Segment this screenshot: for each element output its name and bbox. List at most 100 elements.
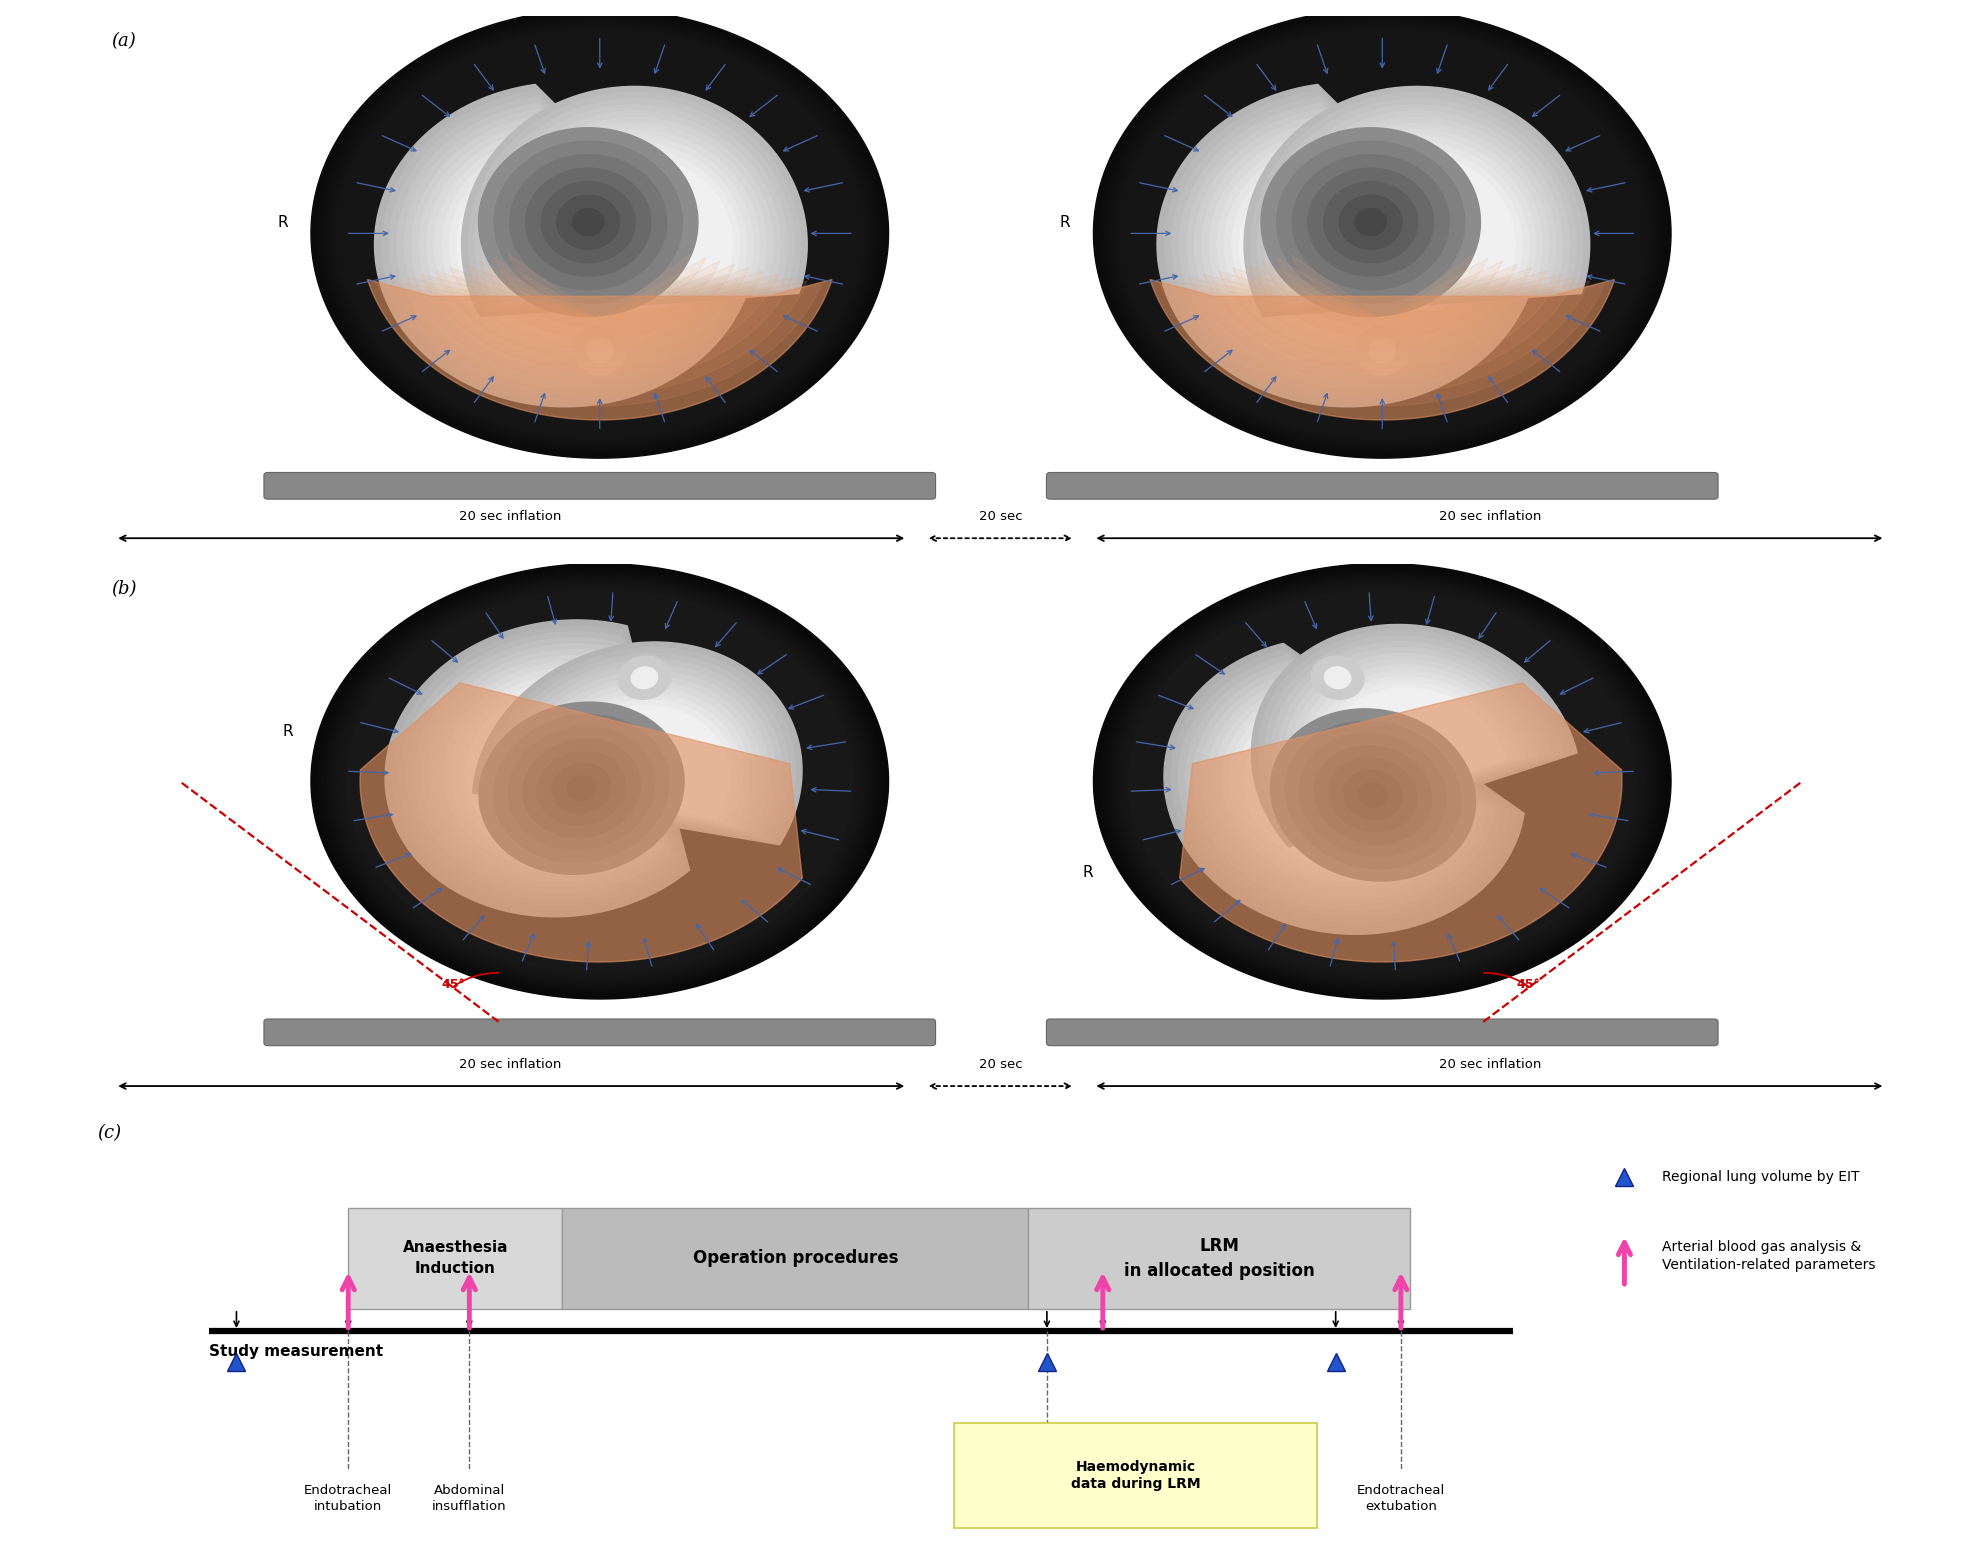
Polygon shape — [1356, 208, 1385, 235]
Polygon shape — [339, 584, 862, 979]
Polygon shape — [505, 670, 769, 833]
Polygon shape — [1324, 687, 1506, 813]
Text: Arterial blood gas analysis &
Ventilation-related parameters: Arterial blood gas analysis & Ventilatio… — [1661, 1240, 1875, 1273]
Polygon shape — [525, 687, 749, 825]
FancyBboxPatch shape — [1046, 473, 1718, 500]
Polygon shape — [1284, 124, 1550, 299]
Polygon shape — [1179, 683, 1621, 962]
Polygon shape — [1179, 655, 1510, 922]
Text: R: R — [277, 215, 287, 230]
Polygon shape — [482, 105, 787, 309]
Polygon shape — [1124, 587, 1641, 976]
Polygon shape — [1245, 86, 1590, 316]
Polygon shape — [499, 666, 775, 835]
Polygon shape — [1251, 625, 1578, 847]
Polygon shape — [1292, 130, 1542, 296]
Text: 20 sec inflation: 20 sec inflation — [460, 1059, 561, 1071]
Polygon shape — [1270, 111, 1562, 305]
FancyBboxPatch shape — [349, 1207, 563, 1309]
Polygon shape — [1259, 630, 1570, 844]
Polygon shape — [1098, 13, 1667, 456]
Polygon shape — [375, 85, 747, 407]
Text: 20 sec: 20 sec — [979, 1059, 1023, 1071]
Text: 20 sec inflation: 20 sec inflation — [1439, 511, 1542, 523]
FancyBboxPatch shape — [264, 473, 936, 500]
Polygon shape — [1219, 271, 1546, 360]
Polygon shape — [466, 265, 735, 338]
Polygon shape — [1318, 155, 1514, 285]
Polygon shape — [436, 271, 763, 360]
Polygon shape — [1259, 99, 1576, 310]
Polygon shape — [385, 620, 690, 916]
Text: R: R — [283, 723, 293, 739]
Polygon shape — [1251, 92, 1584, 313]
Polygon shape — [537, 155, 733, 285]
Polygon shape — [1203, 274, 1560, 373]
Polygon shape — [379, 285, 823, 406]
Polygon shape — [1314, 745, 1431, 844]
Polygon shape — [509, 130, 759, 296]
Polygon shape — [1290, 254, 1473, 319]
Polygon shape — [557, 196, 620, 249]
Polygon shape — [1310, 677, 1518, 819]
Polygon shape — [507, 727, 654, 850]
Polygon shape — [509, 155, 666, 290]
Polygon shape — [587, 338, 612, 363]
Polygon shape — [1195, 116, 1492, 374]
Polygon shape — [1304, 670, 1526, 822]
Polygon shape — [1106, 572, 1659, 990]
Polygon shape — [1118, 28, 1647, 438]
Polygon shape — [1278, 648, 1552, 835]
Polygon shape — [404, 110, 717, 382]
Polygon shape — [1298, 136, 1536, 294]
Polygon shape — [462, 86, 807, 316]
Polygon shape — [341, 587, 858, 976]
Polygon shape — [1312, 149, 1522, 288]
Text: (c): (c) — [97, 1124, 121, 1143]
Polygon shape — [1112, 578, 1651, 985]
Polygon shape — [319, 16, 880, 451]
Polygon shape — [1114, 25, 1651, 442]
Polygon shape — [1102, 16, 1663, 451]
Polygon shape — [400, 631, 680, 905]
Text: 45°: 45° — [1516, 977, 1540, 991]
Polygon shape — [323, 572, 876, 990]
Polygon shape — [1233, 268, 1532, 349]
Text: Abdominal
insufflation: Abdominal insufflation — [432, 1485, 507, 1513]
Polygon shape — [529, 149, 739, 288]
Polygon shape — [1298, 666, 1532, 825]
Polygon shape — [519, 683, 755, 828]
Polygon shape — [1358, 783, 1387, 806]
Polygon shape — [494, 141, 682, 304]
Polygon shape — [1122, 31, 1643, 435]
Polygon shape — [450, 147, 676, 343]
Polygon shape — [1193, 666, 1494, 910]
Polygon shape — [315, 13, 884, 456]
Text: (b): (b) — [111, 581, 137, 598]
Polygon shape — [392, 280, 807, 395]
Polygon shape — [390, 97, 731, 395]
Polygon shape — [428, 656, 660, 882]
Polygon shape — [456, 153, 668, 337]
Polygon shape — [367, 280, 832, 420]
Polygon shape — [1209, 128, 1479, 362]
Polygon shape — [1344, 770, 1403, 819]
FancyBboxPatch shape — [563, 1207, 1029, 1309]
Polygon shape — [1108, 575, 1655, 988]
Polygon shape — [1340, 196, 1401, 249]
Text: Study measurement: Study measurement — [208, 1344, 383, 1359]
FancyBboxPatch shape — [1046, 1019, 1718, 1046]
Polygon shape — [1110, 22, 1655, 445]
Polygon shape — [331, 578, 870, 985]
Polygon shape — [1189, 277, 1576, 384]
Polygon shape — [466, 686, 634, 852]
Polygon shape — [1284, 722, 1461, 869]
Polygon shape — [335, 581, 866, 982]
Polygon shape — [525, 168, 650, 276]
Polygon shape — [422, 274, 779, 373]
Polygon shape — [315, 567, 884, 996]
Polygon shape — [486, 653, 789, 839]
Polygon shape — [1237, 700, 1453, 875]
Polygon shape — [523, 143, 745, 291]
Polygon shape — [406, 277, 793, 384]
